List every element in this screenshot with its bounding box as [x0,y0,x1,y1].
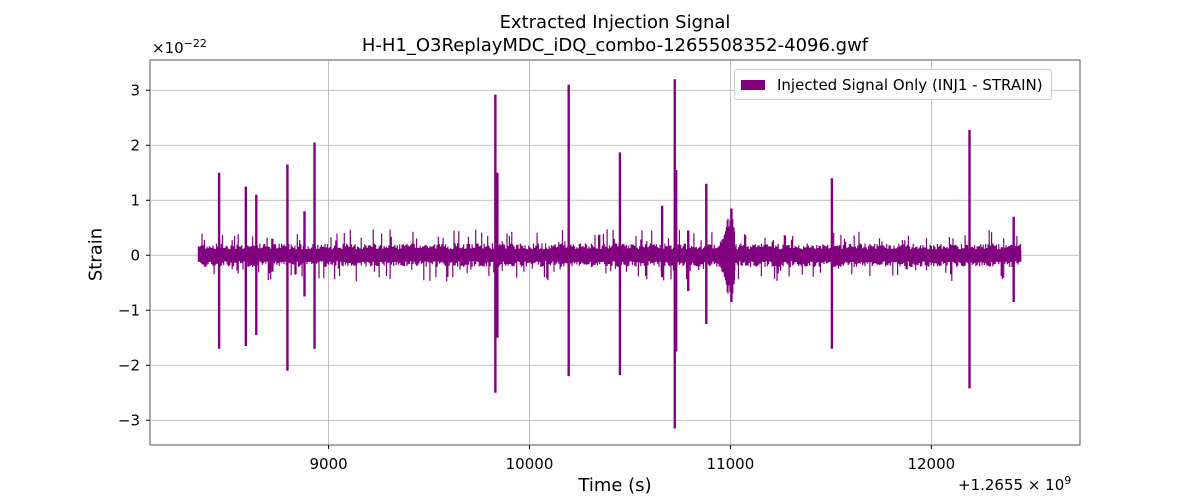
signal-noise [197,229,1022,282]
y-tick-label: −3 [118,411,140,429]
legend-entry-label: Injected Signal Only (INJ1 - STRAIN) [777,75,1043,94]
y-tick-label: 0 [130,246,140,264]
x-tick-label: 12000 [907,455,955,473]
chart-legend: Injected Signal Only (INJ1 - STRAIN) [734,69,1052,100]
chart-subtitle: H-H1_O3ReplayMDC_iDQ_combo-1265508352-40… [361,35,869,56]
x-tick-label: 10000 [506,455,554,473]
y-tick-label: 2 [130,136,140,154]
y-tick-label: −2 [118,356,140,374]
y-tick-label: 3 [130,81,140,99]
y-scale-factor: ×10−22 [152,37,207,57]
y-tick-label: 1 [130,191,140,209]
x-tick-label: 9000 [310,455,348,473]
axis-ticks: 9000 10000 11000 12000 −3 −2 −1 0 1 2 3 [118,81,955,473]
y-tick-label: −1 [118,301,140,319]
x-tick-label: 11000 [707,455,755,473]
legend-swatch [741,79,765,90]
x-offset-label: +1.2655 × 109 [958,474,1072,494]
chart-title: Extracted Injection Signal [499,12,731,33]
x-axis-label: Time (s) [578,475,652,496]
signal-series [197,79,1022,429]
y-axis-label: Strain [85,227,107,282]
grid-lines [150,60,1080,445]
